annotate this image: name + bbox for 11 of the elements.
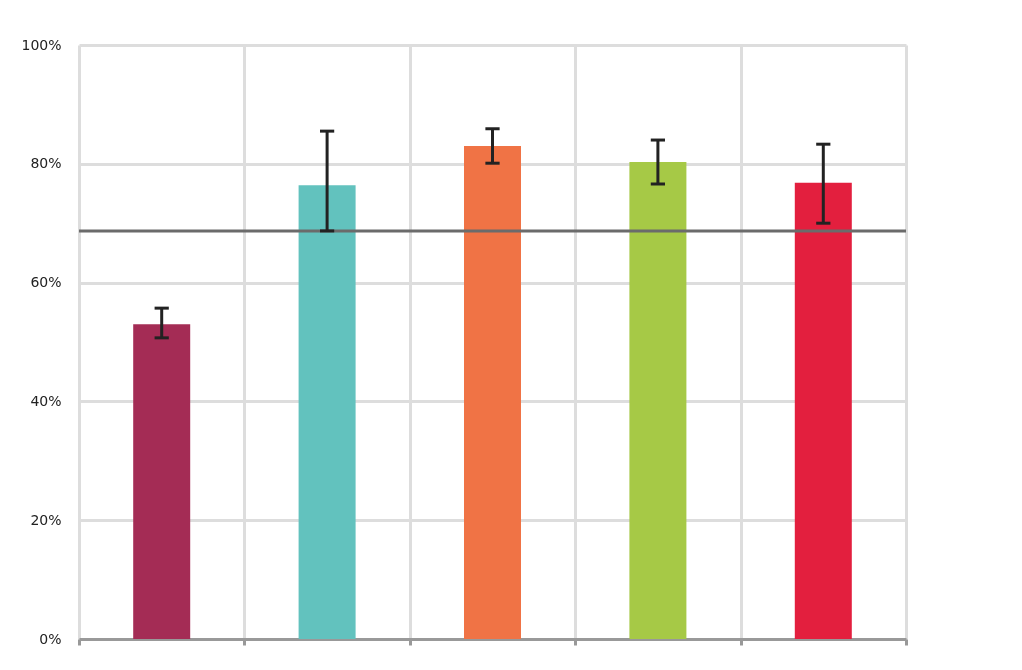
bar xyxy=(629,162,687,639)
bar xyxy=(464,145,521,639)
y-tick-label: 0% xyxy=(39,630,62,647)
y-tick-label: 20% xyxy=(30,511,62,528)
bar xyxy=(133,324,191,639)
y-tick-label: 80% xyxy=(30,155,62,172)
y-tick-label: 40% xyxy=(30,392,62,409)
y-tick-label: 60% xyxy=(30,274,62,291)
bar xyxy=(298,185,356,639)
bar xyxy=(794,182,852,639)
y-tick-label: 100% xyxy=(21,36,62,53)
